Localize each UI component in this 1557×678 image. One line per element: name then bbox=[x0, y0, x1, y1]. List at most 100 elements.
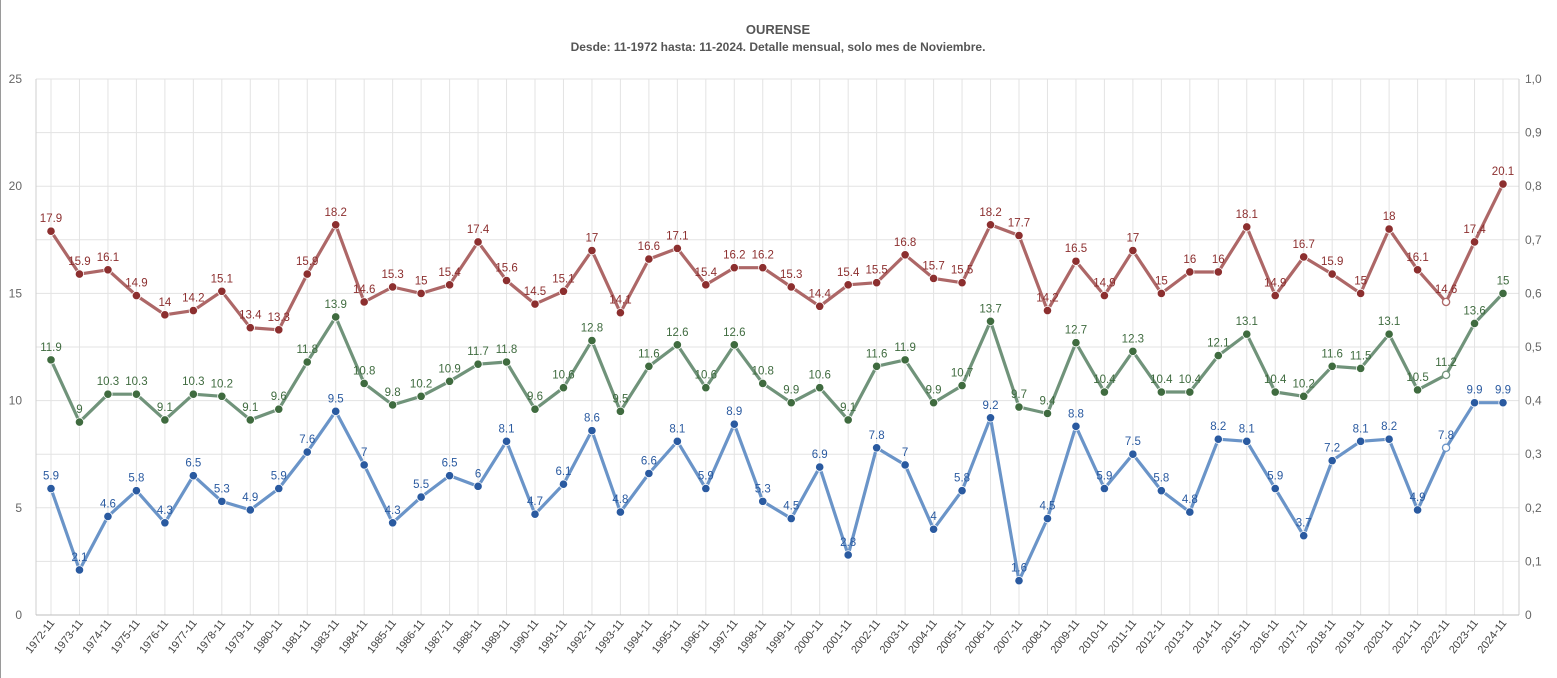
data-label: 5.3 bbox=[755, 483, 771, 495]
data-point bbox=[900, 250, 910, 260]
data-point bbox=[1356, 436, 1366, 446]
x-tick-label: 2001-11 bbox=[821, 617, 855, 656]
data-label: 11.8 bbox=[296, 344, 318, 356]
data-label: 9 bbox=[76, 404, 82, 416]
data-label: 5.9 bbox=[271, 471, 287, 483]
data-point bbox=[530, 404, 540, 414]
data-label: 4.9 bbox=[1410, 492, 1426, 504]
data-label: 10.6 bbox=[695, 370, 717, 382]
x-tick-label: 1985-11 bbox=[365, 617, 399, 656]
x-tick-label: 1976-11 bbox=[137, 617, 171, 656]
x-tick-label: 1988-11 bbox=[451, 617, 485, 656]
data-label: 11.9 bbox=[40, 342, 62, 354]
data-point bbox=[530, 299, 540, 309]
y-right-tick-label: 0,3 bbox=[1525, 447, 1542, 461]
data-point bbox=[758, 263, 768, 273]
data-point bbox=[473, 359, 483, 369]
data-label: 16 bbox=[1183, 254, 1196, 266]
data-point bbox=[274, 404, 284, 414]
data-label: 10.3 bbox=[97, 376, 119, 388]
x-tick-label: 1996-11 bbox=[678, 617, 712, 656]
x-tick-label: 2008-11 bbox=[1020, 617, 1054, 656]
data-point bbox=[729, 263, 739, 273]
data-label: 15.9 bbox=[296, 256, 318, 268]
data-label: 12.6 bbox=[666, 327, 688, 339]
data-point bbox=[1242, 222, 1252, 232]
data-label: 4.5 bbox=[783, 501, 799, 513]
data-point bbox=[815, 383, 825, 393]
data-point bbox=[729, 419, 739, 429]
data-label: 16 bbox=[1212, 254, 1225, 266]
y-left-tick-label: 5 bbox=[15, 501, 22, 515]
x-tick-label: 2006-11 bbox=[963, 617, 997, 656]
data-label: 14.6 bbox=[1435, 284, 1457, 296]
data-point bbox=[1014, 576, 1024, 586]
data-label: 7.8 bbox=[1438, 430, 1454, 442]
data-label: 6.5 bbox=[185, 458, 201, 470]
data-label: 10.3 bbox=[182, 376, 204, 388]
x-tick-label: 1997-11 bbox=[707, 617, 741, 656]
data-label: 10.7 bbox=[951, 368, 973, 380]
data-label: 9.2 bbox=[983, 400, 999, 412]
data-label: 17.9 bbox=[40, 213, 62, 225]
x-tick-label: 2003-11 bbox=[878, 617, 912, 656]
x-tick-label: 1994-11 bbox=[621, 617, 655, 656]
data-label: 8.1 bbox=[1353, 423, 1369, 435]
x-tick-label: 2021-11 bbox=[1390, 617, 1424, 656]
data-point bbox=[1185, 387, 1195, 397]
data-label: 6.1 bbox=[555, 466, 571, 478]
data-label: 7.8 bbox=[869, 430, 885, 442]
y-right-tick-label: 0,9 bbox=[1525, 126, 1542, 140]
data-label: 15 bbox=[1354, 275, 1367, 287]
data-point bbox=[416, 492, 426, 502]
data-point bbox=[928, 398, 939, 408]
data-label: 20.1 bbox=[1492, 166, 1514, 178]
data-point bbox=[1469, 398, 1480, 408]
data-label: 7.2 bbox=[1324, 443, 1340, 455]
x-tick-label: 1993-11 bbox=[593, 617, 627, 656]
data-label: 14.2 bbox=[1036, 293, 1058, 305]
data-label: 16.1 bbox=[97, 252, 119, 264]
x-tick-label: 2016-11 bbox=[1248, 617, 1282, 656]
data-point bbox=[1042, 408, 1053, 419]
data-label: 11.5 bbox=[1350, 350, 1372, 362]
data-label: 2.1 bbox=[71, 552, 87, 564]
x-tick-label: 2013-11 bbox=[1162, 617, 1196, 656]
x-tick-label: 1984-11 bbox=[337, 617, 371, 656]
left-border bbox=[0, 0, 1, 678]
data-label: 15.5 bbox=[865, 265, 887, 277]
data-point bbox=[188, 305, 198, 316]
data-label: 10.2 bbox=[211, 378, 233, 390]
data-label: 8.9 bbox=[726, 406, 742, 418]
data-point bbox=[928, 524, 939, 534]
data-label: 15.9 bbox=[68, 256, 90, 268]
x-tick-label: 2020-11 bbox=[1362, 617, 1396, 656]
data-label: 15.3 bbox=[381, 269, 403, 281]
data-point bbox=[872, 278, 882, 288]
data-point bbox=[1242, 436, 1252, 446]
x-tick-label: 1990-11 bbox=[508, 617, 542, 656]
data-point bbox=[103, 265, 113, 275]
data-label: 14.9 bbox=[1093, 278, 1115, 290]
data-point bbox=[1270, 290, 1280, 301]
data-label: 15.7 bbox=[922, 260, 944, 272]
series-line bbox=[49, 183, 1505, 332]
data-label: 9.6 bbox=[271, 391, 287, 403]
data-label: 12.1 bbox=[1207, 338, 1229, 350]
data-point bbox=[1042, 513, 1053, 524]
data-point bbox=[302, 447, 312, 457]
data-point bbox=[1356, 288, 1366, 298]
x-tick-label: 1986-11 bbox=[394, 617, 428, 656]
y-right-tick-label: 0,1 bbox=[1525, 554, 1542, 568]
data-label: 14.4 bbox=[809, 288, 832, 300]
data-label: 4.7 bbox=[527, 496, 543, 508]
data-label: 7 bbox=[902, 447, 908, 459]
data-label: 13.9 bbox=[325, 299, 347, 311]
data-point bbox=[1185, 507, 1195, 517]
series-lines bbox=[49, 183, 1505, 583]
data-label: 5.8 bbox=[128, 473, 144, 485]
x-tick-label: 1987-11 bbox=[422, 617, 456, 656]
data-point bbox=[672, 243, 682, 253]
data-point bbox=[729, 340, 739, 350]
data-label: 17.4 bbox=[467, 224, 490, 236]
